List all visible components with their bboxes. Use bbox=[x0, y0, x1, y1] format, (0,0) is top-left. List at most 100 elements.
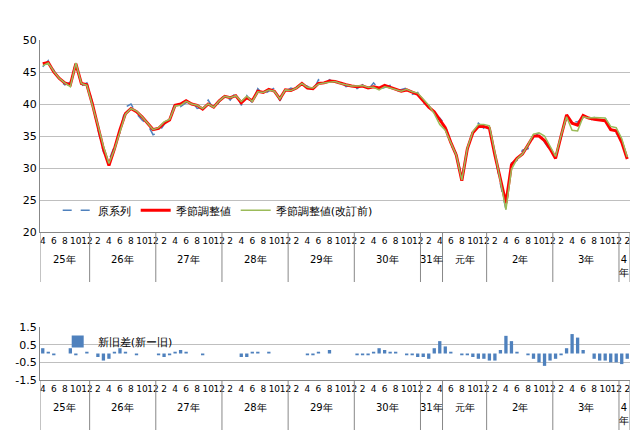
svg-text:4: 4 bbox=[371, 384, 377, 394]
svg-text:6: 6 bbox=[448, 384, 454, 394]
svg-text:31年: 31年 bbox=[420, 402, 443, 413]
svg-text:4: 4 bbox=[238, 384, 244, 394]
svg-text:12: 12 bbox=[412, 384, 423, 394]
svg-text:2年: 2年 bbox=[512, 254, 528, 265]
svg-text:12: 12 bbox=[544, 236, 555, 246]
svg-text:27年: 27年 bbox=[177, 254, 200, 265]
svg-text:4: 4 bbox=[437, 384, 443, 394]
svg-text:12: 12 bbox=[81, 236, 92, 246]
svg-text:6: 6 bbox=[183, 236, 189, 246]
svg-text:8: 8 bbox=[525, 236, 531, 246]
svg-text:10: 10 bbox=[467, 236, 479, 246]
svg-text:10: 10 bbox=[533, 236, 545, 246]
svg-text:30年: 30年 bbox=[376, 402, 399, 413]
svg-text:10: 10 bbox=[136, 384, 148, 394]
svg-text:6: 6 bbox=[316, 236, 322, 246]
svg-text:10: 10 bbox=[599, 384, 611, 394]
svg-text:12: 12 bbox=[213, 384, 224, 394]
svg-text:元年: 元年 bbox=[455, 402, 475, 413]
svg-text:4: 4 bbox=[305, 384, 311, 394]
svg-text:8: 8 bbox=[260, 384, 266, 394]
svg-text:0.5: 0.5 bbox=[19, 339, 37, 352]
svg-text:10: 10 bbox=[202, 384, 214, 394]
svg-text:6: 6 bbox=[382, 384, 388, 394]
svg-text:10: 10 bbox=[70, 384, 82, 394]
svg-text:2: 2 bbox=[227, 384, 233, 394]
svg-text:12: 12 bbox=[147, 236, 158, 246]
svg-text:10: 10 bbox=[467, 384, 479, 394]
svg-text:2: 2 bbox=[492, 384, 498, 394]
svg-text:8: 8 bbox=[591, 384, 597, 394]
svg-text:27年: 27年 bbox=[177, 402, 200, 413]
svg-text:2: 2 bbox=[624, 236, 630, 246]
svg-text:10: 10 bbox=[599, 236, 611, 246]
svg-text:12: 12 bbox=[478, 384, 489, 394]
svg-text:4: 4 bbox=[40, 236, 46, 246]
svg-text:2: 2 bbox=[294, 236, 300, 246]
svg-text:6: 6 bbox=[117, 236, 123, 246]
svg-text:6: 6 bbox=[514, 236, 520, 246]
svg-text:4年: 4年 bbox=[619, 402, 629, 426]
svg-text:10: 10 bbox=[335, 384, 347, 394]
svg-text:6: 6 bbox=[580, 384, 586, 394]
svg-text:10: 10 bbox=[269, 236, 281, 246]
svg-text:40: 40 bbox=[23, 98, 37, 111]
svg-text:6: 6 bbox=[580, 236, 586, 246]
svg-text:29年: 29年 bbox=[310, 402, 333, 413]
svg-text:2: 2 bbox=[95, 236, 101, 246]
svg-text:29年: 29年 bbox=[310, 254, 333, 265]
svg-text:原系列: 原系列 bbox=[98, 205, 131, 218]
svg-text:12: 12 bbox=[280, 384, 291, 394]
svg-text:6: 6 bbox=[117, 384, 123, 394]
svg-text:45: 45 bbox=[23, 66, 37, 79]
svg-text:8: 8 bbox=[128, 384, 134, 394]
svg-text:6: 6 bbox=[249, 236, 255, 246]
svg-text:新旧差(新ー旧): 新旧差(新ー旧) bbox=[98, 336, 173, 349]
svg-text:12: 12 bbox=[544, 384, 555, 394]
svg-text:8: 8 bbox=[393, 236, 399, 246]
svg-text:3年: 3年 bbox=[578, 402, 594, 413]
svg-text:8: 8 bbox=[459, 236, 465, 246]
svg-text:12: 12 bbox=[412, 236, 423, 246]
svg-text:2: 2 bbox=[360, 236, 366, 246]
svg-text:12: 12 bbox=[610, 384, 621, 394]
svg-text:26年: 26年 bbox=[111, 402, 134, 413]
svg-text:6: 6 bbox=[183, 384, 189, 394]
svg-text:季節調整値(改訂前): 季節調整値(改訂前) bbox=[276, 205, 373, 218]
svg-text:2: 2 bbox=[161, 236, 167, 246]
svg-text:季節調整値: 季節調整値 bbox=[176, 205, 231, 218]
svg-text:4: 4 bbox=[172, 236, 178, 246]
svg-text:8: 8 bbox=[393, 384, 399, 394]
svg-text:4: 4 bbox=[371, 236, 377, 246]
svg-text:4: 4 bbox=[106, 384, 112, 394]
svg-text:4年: 4年 bbox=[619, 254, 629, 278]
svg-text:4: 4 bbox=[40, 384, 46, 394]
svg-text:10: 10 bbox=[202, 236, 214, 246]
svg-text:10: 10 bbox=[401, 236, 413, 246]
svg-text:6: 6 bbox=[249, 384, 255, 394]
svg-text:10: 10 bbox=[335, 236, 347, 246]
svg-text:10: 10 bbox=[269, 384, 281, 394]
svg-text:50: 50 bbox=[23, 34, 37, 47]
svg-text:8: 8 bbox=[591, 236, 597, 246]
svg-text:12: 12 bbox=[478, 236, 489, 246]
svg-text:12: 12 bbox=[610, 236, 621, 246]
svg-text:26年: 26年 bbox=[111, 254, 134, 265]
svg-text:8: 8 bbox=[459, 384, 465, 394]
svg-text:12: 12 bbox=[81, 384, 92, 394]
svg-text:10: 10 bbox=[401, 384, 413, 394]
svg-text:8: 8 bbox=[128, 236, 134, 246]
svg-text:30: 30 bbox=[23, 162, 37, 175]
svg-text:4: 4 bbox=[503, 384, 509, 394]
svg-text:10: 10 bbox=[136, 236, 148, 246]
svg-text:12: 12 bbox=[213, 236, 224, 246]
svg-text:2: 2 bbox=[294, 384, 300, 394]
svg-text:2: 2 bbox=[227, 236, 233, 246]
svg-text:4: 4 bbox=[106, 236, 112, 246]
svg-text:4: 4 bbox=[503, 236, 509, 246]
svg-text:8: 8 bbox=[327, 236, 333, 246]
svg-text:12: 12 bbox=[280, 236, 291, 246]
svg-text:1.5: 1.5 bbox=[19, 321, 37, 334]
svg-text:4: 4 bbox=[437, 236, 443, 246]
svg-text:-1.5: -1.5 bbox=[15, 374, 36, 387]
